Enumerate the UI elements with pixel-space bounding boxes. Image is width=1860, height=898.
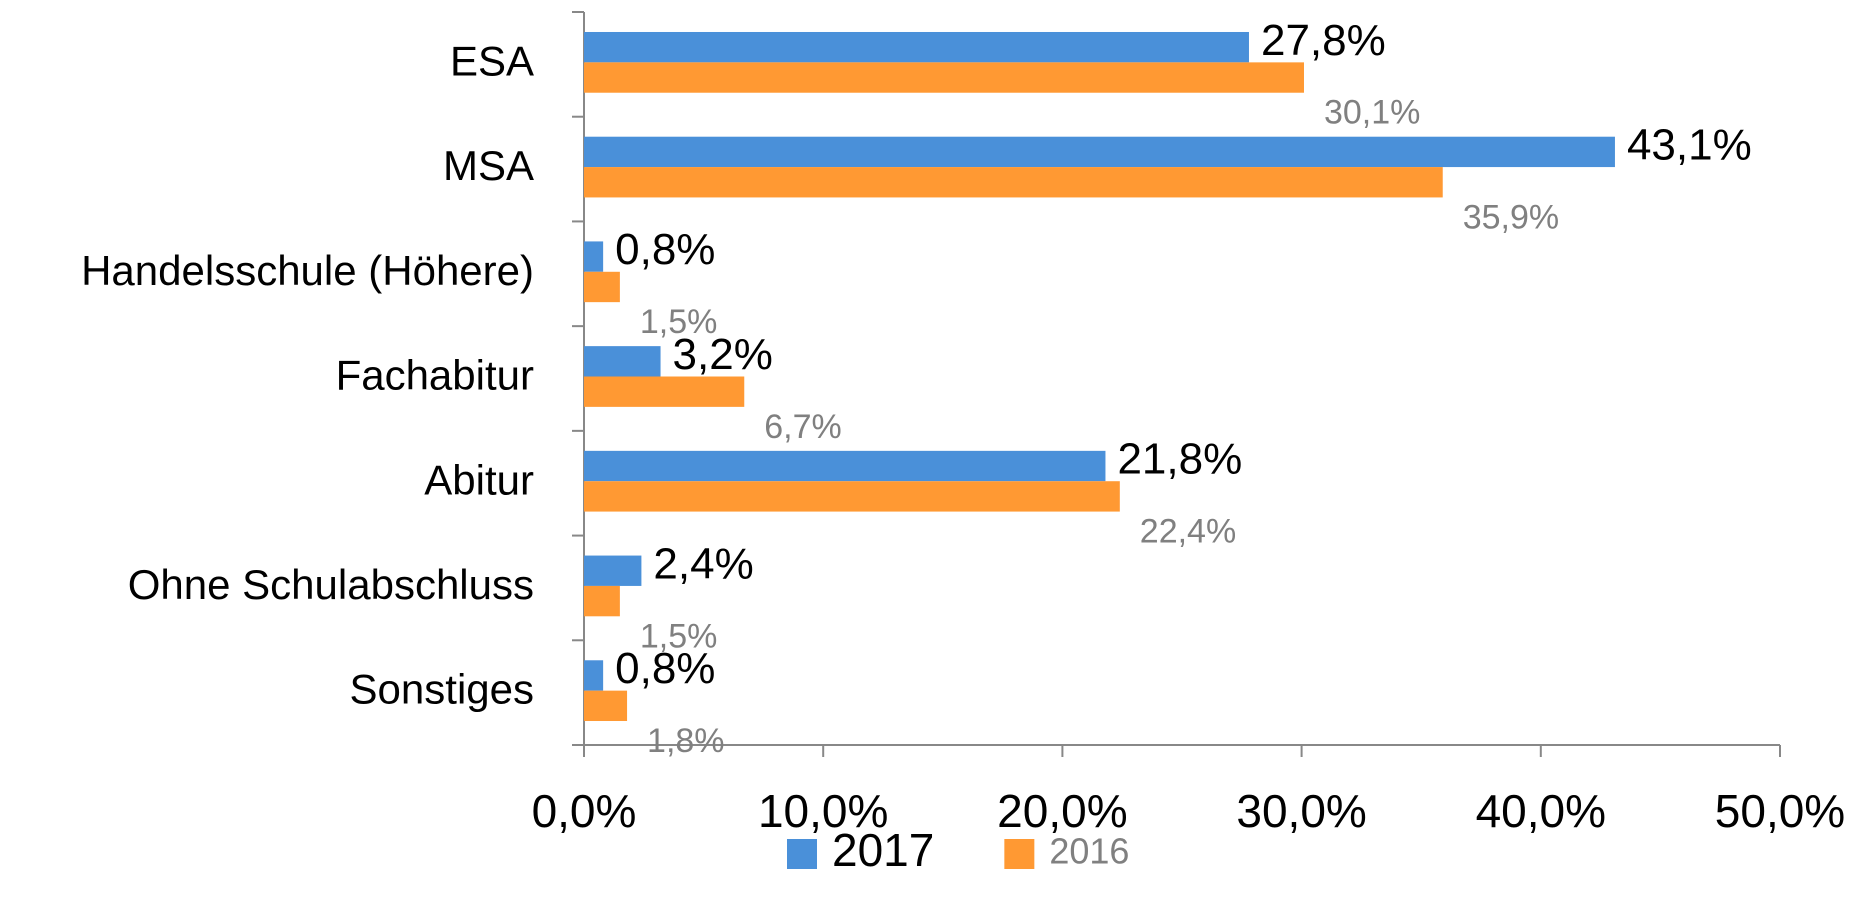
legend-swatch <box>1004 839 1035 869</box>
value-label: 35,9% <box>1463 198 1559 236</box>
legend-swatch <box>787 839 817 869</box>
bar <box>584 346 661 377</box>
x-tick-label: 10,0% <box>758 785 888 837</box>
bar <box>584 690 628 722</box>
legend-label: 2016 <box>1049 831 1129 872</box>
value-label: 1,8% <box>647 722 725 760</box>
category-label: Abitur <box>424 456 534 503</box>
bar <box>584 62 1304 93</box>
x-tick-label: 50,0% <box>1715 785 1845 837</box>
x-tick-label: 20,0% <box>997 785 1127 837</box>
value-label: 22,4% <box>1140 513 1236 551</box>
value-label: 0,8% <box>615 225 715 274</box>
value-label: 27,8% <box>1261 16 1386 65</box>
bar <box>584 376 745 407</box>
bar <box>584 555 642 586</box>
category-label: ESA <box>450 37 534 84</box>
category-label: MSA <box>443 142 534 189</box>
value-label: 43,1% <box>1627 121 1752 170</box>
bar <box>584 481 1120 512</box>
value-label: 1,5% <box>640 617 718 655</box>
bar <box>584 450 1106 482</box>
value-label: 0,8% <box>615 644 715 693</box>
value-label: 21,8% <box>1117 435 1242 484</box>
category-label: Ohne Schulabschluss <box>128 561 534 608</box>
bar <box>584 136 1615 168</box>
bar <box>584 241 604 272</box>
value-label: 3,2% <box>673 330 773 379</box>
bar <box>584 585 620 617</box>
bar <box>584 660 604 691</box>
value-label: 2,4% <box>653 539 753 588</box>
value-label: 6,7% <box>764 408 842 446</box>
x-tick-label: 40,0% <box>1476 785 1606 837</box>
category-label: Fachabitur <box>336 352 534 399</box>
value-label: 30,1% <box>1324 94 1420 132</box>
value-label: 1,5% <box>640 303 718 341</box>
category-label: Sonstiges <box>350 666 534 713</box>
bar <box>584 167 1443 198</box>
legend-label: 2017 <box>832 824 934 876</box>
x-tick-label: 0,0% <box>532 785 637 837</box>
bar <box>584 31 1249 63</box>
category-label: Handelsschule (Höhere) <box>81 247 534 294</box>
bar <box>584 271 620 303</box>
x-tick-label: 30,0% <box>1236 785 1366 837</box>
